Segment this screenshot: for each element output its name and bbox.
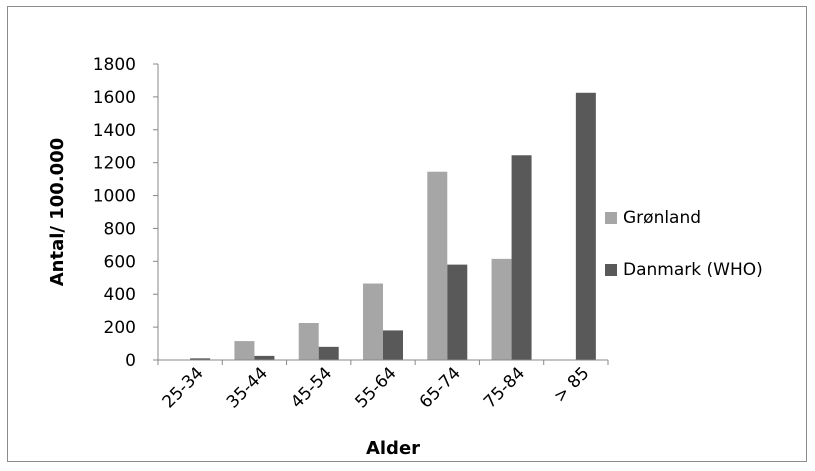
bar — [363, 283, 383, 360]
chart-container: 0 200 400 600 800 1000 1200 1400 1600 1800 25-34 3… — [7, 6, 807, 462]
y-tick-label: 400 — [104, 285, 136, 305]
y-axis-title: Antal/ 100.000 — [47, 138, 68, 287]
x-tick-label: 25-34 — [159, 363, 208, 412]
bar — [383, 330, 403, 360]
bar — [427, 171, 448, 360]
bar — [447, 264, 468, 360]
x-tick-label: 65-74 — [416, 363, 465, 412]
axes-group — [157, 64, 608, 361]
legend-swatch — [605, 212, 617, 224]
bar-chart: 0 200 400 600 800 1000 1200 1400 1600 1800 25-34 3… — [47, 55, 763, 459]
y-tick-label: 800 — [104, 219, 136, 239]
y-tick-label: 200 — [104, 318, 136, 338]
bar — [298, 323, 319, 360]
bar — [318, 346, 339, 360]
y-tick-label: 1400 — [93, 121, 136, 141]
x-tick-label: 75-84 — [480, 363, 529, 412]
bar — [234, 341, 255, 360]
y-tick-label: 0 — [125, 351, 136, 371]
legend-label: Grønland — [623, 208, 701, 228]
bar — [491, 258, 512, 360]
bar — [511, 155, 532, 360]
y-tick-label: 1600 — [93, 88, 136, 108]
x-tick-label: 35-44 — [223, 363, 272, 412]
x-tick-label: > 85 — [550, 363, 593, 406]
bar — [254, 355, 275, 360]
bar — [190, 358, 211, 360]
legend-label: Danmark (WHO) — [623, 260, 763, 280]
y-tick-label: 1800 — [93, 55, 136, 75]
bars-group — [190, 92, 596, 361]
y-tick-label: 1000 — [93, 187, 136, 207]
x-tick-label: 55-64 — [351, 363, 400, 412]
x-tick-label: 45-54 — [287, 363, 336, 412]
x-axis-title: Alder — [366, 438, 420, 459]
legend: Grønland Danmark (WHO) — [605, 208, 763, 280]
bar — [575, 92, 596, 361]
y-tick-label: 1200 — [93, 154, 136, 174]
legend-swatch — [605, 264, 617, 276]
x-ticks-group: 25-34 35-44 45-54 55-64 65-74 75-84 > 85 — [157, 360, 609, 412]
y-tick-label: 600 — [104, 252, 136, 272]
y-ticks-group: 0 200 400 600 800 1000 1200 1400 1600 1800 — [93, 55, 158, 371]
